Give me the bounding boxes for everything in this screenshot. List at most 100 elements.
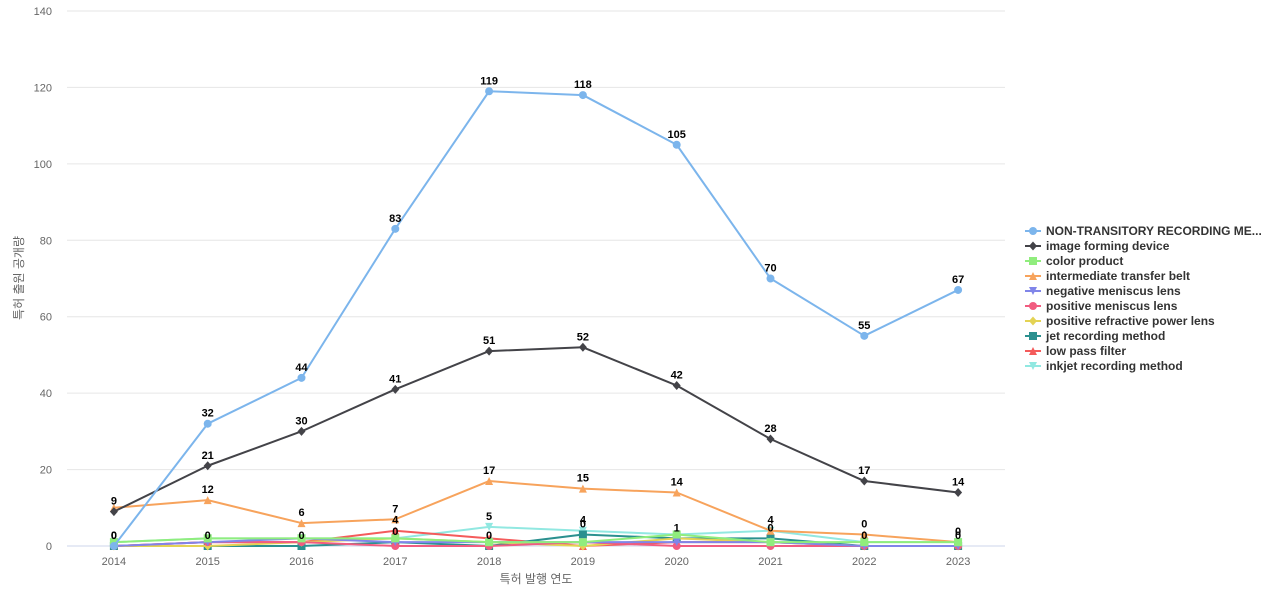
legend-label: inkjet recording method (1046, 359, 1183, 373)
data-label: 4 (392, 515, 399, 527)
legend-label: positive meniscus lens (1046, 299, 1178, 313)
legend-label: negative meniscus lens (1046, 284, 1181, 298)
data-point (485, 87, 494, 96)
data-point (578, 342, 587, 352)
legend-marker (1029, 227, 1037, 235)
series-line (113, 541, 959, 547)
data-point (954, 285, 963, 294)
data-label: 70 (764, 263, 776, 275)
data-label: 83 (389, 213, 401, 225)
x-tick-label: 2019 (571, 556, 595, 568)
series-line (113, 480, 959, 544)
data-point (203, 534, 212, 543)
data-label: 0 (955, 526, 961, 538)
x-tick-label: 2020 (664, 556, 688, 568)
series-group (109, 530, 963, 547)
series-line (113, 533, 959, 544)
legend-item[interactable]: positive refractive power lens (1025, 314, 1215, 328)
data-point (297, 373, 306, 382)
legend-item[interactable]: jet recording method (1025, 329, 1165, 343)
data-point (578, 538, 587, 547)
y-tick-label: 20 (40, 465, 52, 477)
legend-marker (1029, 241, 1037, 251)
data-point (109, 507, 118, 517)
x-tick-label: 2017 (383, 556, 407, 568)
data-label: 67 (952, 274, 964, 286)
legend-marker (1029, 272, 1037, 280)
y-tick-label: 60 (40, 312, 52, 324)
y-tick-label: 0 (46, 541, 52, 553)
y-tick-label: 80 (40, 235, 52, 247)
data-label: 1 (674, 522, 680, 534)
legend-marker (1029, 302, 1037, 310)
legend-item[interactable]: color product (1025, 254, 1123, 268)
data-label: 14 (952, 477, 965, 489)
data-point (203, 496, 212, 505)
data-point (578, 530, 587, 539)
legend-item[interactable]: NON-TRANSITORY RECORDING ME... (1025, 224, 1262, 238)
data-label: 28 (764, 423, 776, 435)
x-tick-label: 2014 (102, 556, 126, 568)
data-point (297, 426, 306, 436)
data-point (391, 534, 400, 543)
data-label: 0 (861, 530, 867, 542)
data-label: 0 (767, 522, 773, 534)
legend-item[interactable]: positive meniscus lens (1025, 299, 1178, 313)
series-group (109, 87, 963, 550)
legend-item[interactable]: intermediate transfer belt (1025, 269, 1190, 283)
data-point (109, 542, 118, 550)
data-point (860, 538, 869, 547)
legend-item[interactable]: negative meniscus lens (1025, 284, 1181, 298)
data-label: 0 (580, 519, 586, 531)
data-point (391, 224, 400, 233)
data-point (766, 538, 775, 547)
data-label: 41 (389, 373, 401, 385)
data-point (578, 91, 587, 100)
data-point (203, 461, 212, 471)
data-point (391, 515, 400, 524)
data-label: 0 (298, 530, 304, 542)
data-label: 32 (202, 408, 214, 420)
legend-marker (1029, 257, 1037, 265)
x-tick-label: 2016 (289, 556, 313, 568)
data-label: 42 (671, 370, 683, 382)
data-point (766, 526, 775, 535)
legend-marker (1029, 347, 1037, 355)
data-point (203, 419, 212, 428)
legend-marker (1029, 316, 1037, 326)
data-label: 12 (202, 484, 214, 496)
y-tick-label: 100 (34, 159, 52, 171)
legend: NON-TRANSITORY RECORDING ME...image form… (1025, 224, 1262, 373)
legend-label: low pass filter (1046, 344, 1126, 358)
data-label: 5 (486, 511, 492, 523)
legend-marker (1029, 287, 1037, 295)
legend-item[interactable]: inkjet recording method (1025, 359, 1183, 373)
data-point (954, 538, 963, 547)
data-label: 14 (671, 477, 684, 489)
data-label: 119 (480, 75, 498, 87)
data-point (578, 484, 587, 493)
data-label: 0 (861, 519, 867, 531)
x-tick-label: 2022 (852, 556, 876, 568)
data-point (860, 530, 869, 539)
legend-marker (1029, 362, 1037, 370)
legend-label: image forming device (1046, 239, 1170, 253)
x-tick-label: 2015 (195, 556, 219, 568)
data-label: 6 (298, 507, 304, 519)
legend-item[interactable]: image forming device (1025, 239, 1170, 253)
series-group (109, 477, 963, 547)
data-label: 51 (483, 335, 495, 347)
x-tick-label: 2021 (758, 556, 782, 568)
data-label: 4 (580, 515, 587, 527)
data-point (672, 488, 681, 497)
data-label: 0 (111, 530, 117, 542)
data-point (766, 434, 775, 444)
data-label: 118 (574, 79, 592, 91)
legend-marker (1029, 332, 1037, 340)
legend-item[interactable]: low pass filter (1025, 344, 1126, 358)
data-point (391, 384, 400, 394)
series-line (113, 90, 959, 547)
